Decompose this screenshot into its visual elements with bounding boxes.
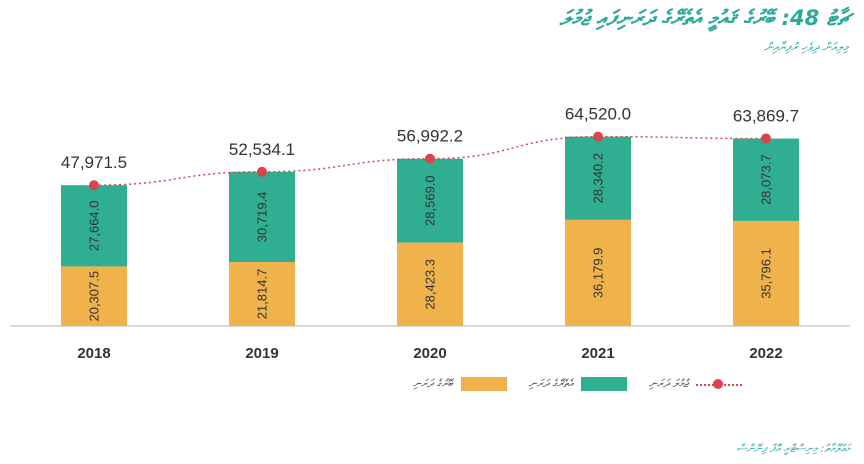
bar-label-foreign-2021: 36,179.9 xyxy=(591,248,606,299)
total-point-2022 xyxy=(761,133,771,144)
bar-label-domestic-2021: 28,340.2 xyxy=(591,153,606,204)
legend-item-foreign: ބޭރުގެ ދަރަނި xyxy=(413,377,507,391)
bar-label-foreign-2022: 35,796.1 xyxy=(759,248,774,299)
x-tick-label-2019: 2019 xyxy=(245,345,278,362)
x-tick-label-2018: 2018 xyxy=(77,345,110,362)
total-label-2020: 56,992.2 xyxy=(397,127,463,146)
bar-label-domestic-2022: 28,073.7 xyxy=(759,154,774,205)
bar-foreign-2022 xyxy=(733,220,799,326)
legend-item-total: ޖުމުލަ ދަރަނި xyxy=(649,377,742,391)
bar-foreign-2019 xyxy=(229,261,295,326)
legend-label-domestic: އެތެރޭގެ ދަރަނި xyxy=(528,377,573,390)
total-line xyxy=(93,135,767,186)
legend-item-domestic: އެތެރޭގެ ދަރަނި xyxy=(529,377,627,391)
bar-domestic-2020 xyxy=(397,158,463,243)
chart-subtitle: މިލިއަން ދިވެހި ރުފިޔާއިން xyxy=(764,40,848,54)
bar-foreign-2018 xyxy=(61,266,127,326)
legend-label-foreign: ބޭރުގެ ދަރަނި xyxy=(412,377,453,390)
chart-title: ޗާޓު 48: ބޭރުގެ ޤައުމީ އެތެރޭގެ ދަރަނިފަ… xyxy=(559,6,850,30)
bar-label-foreign-2018: 20,307.5 xyxy=(87,271,102,322)
bar-foreign-2021 xyxy=(565,219,631,326)
total-label-2022: 63,869.7 xyxy=(733,107,799,126)
bar-domestic-2022 xyxy=(733,138,799,221)
legend-swatch-domestic xyxy=(580,377,627,391)
x-tick-label-2020: 2020 xyxy=(413,345,446,362)
legend-line-marker xyxy=(696,377,742,391)
bar-label-domestic-2019: 30,719.4 xyxy=(255,192,270,243)
total-label-2019: 52,534.1 xyxy=(229,140,295,159)
total-point-2019 xyxy=(257,166,267,177)
bar-label-foreign-2019: 21,814.7 xyxy=(255,269,270,320)
chart-source: މަޢުލޫމާތު: މިނިސްޓްރީ އޮފް ފިނޭންސް xyxy=(736,442,850,455)
bar-domestic-2021 xyxy=(565,136,631,220)
x-tick-label-2021: 2021 xyxy=(581,345,614,362)
bar-domestic-2018 xyxy=(61,185,127,267)
chart-legend: ޖުމުލަ ދަރަނި އެތެރޭގެ ދަރަނި ބޭރުގެ ދަރ… xyxy=(413,377,742,391)
legend-swatch-foreign xyxy=(460,377,507,391)
bar-domestic-2019 xyxy=(229,171,295,262)
total-point-2018 xyxy=(89,180,99,191)
bar-label-domestic-2018: 27,664.0 xyxy=(87,200,102,251)
total-point-2020 xyxy=(425,153,435,164)
bar-label-foreign-2020: 28,423.3 xyxy=(423,259,438,310)
x-tick-label-2022: 2022 xyxy=(749,345,782,362)
bar-label-domestic-2020: 28,569.0 xyxy=(423,175,438,226)
legend-label-total: ޖުމުލަ ދަރަނި xyxy=(648,377,688,390)
total-label-2018: 47,971.5 xyxy=(61,153,127,172)
total-label-2021: 64,520.0 xyxy=(565,105,631,124)
bar-foreign-2020 xyxy=(397,242,463,326)
total-point-2021 xyxy=(593,131,603,142)
